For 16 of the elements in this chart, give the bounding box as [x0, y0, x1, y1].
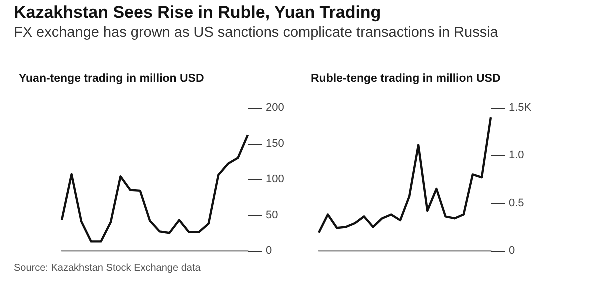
line-series — [60, 134, 250, 243]
source-note: Source: Kazakhstan Stock Exchange data — [14, 263, 201, 274]
y-tick-label: 1.0 — [509, 150, 524, 162]
y-tick-label: 0 — [266, 245, 272, 257]
y-tick-label: 0 — [509, 245, 516, 257]
y-axis-title: Ruble-tenge trading in million USD — [311, 73, 501, 85]
y-tick-label: 0.5 — [509, 197, 524, 210]
y-tick-label: 50 — [266, 209, 278, 222]
chart-subtitle: FX exchange has grown as US sanctions complicate transactions in Russia — [14, 25, 498, 41]
chart-title: Kazakhstan Sees Rise in Ruble, Yuan Trading — [14, 3, 382, 23]
y-tick-label: 150 — [266, 138, 284, 150]
y-tick-label: 100 — [266, 174, 284, 186]
y-tick-label: 1.5K — [509, 102, 532, 114]
line-series — [318, 116, 492, 234]
y-axis-title: Yuan-tenge trading in million USD — [19, 73, 204, 85]
y-tick-label: 200 — [266, 102, 284, 114]
